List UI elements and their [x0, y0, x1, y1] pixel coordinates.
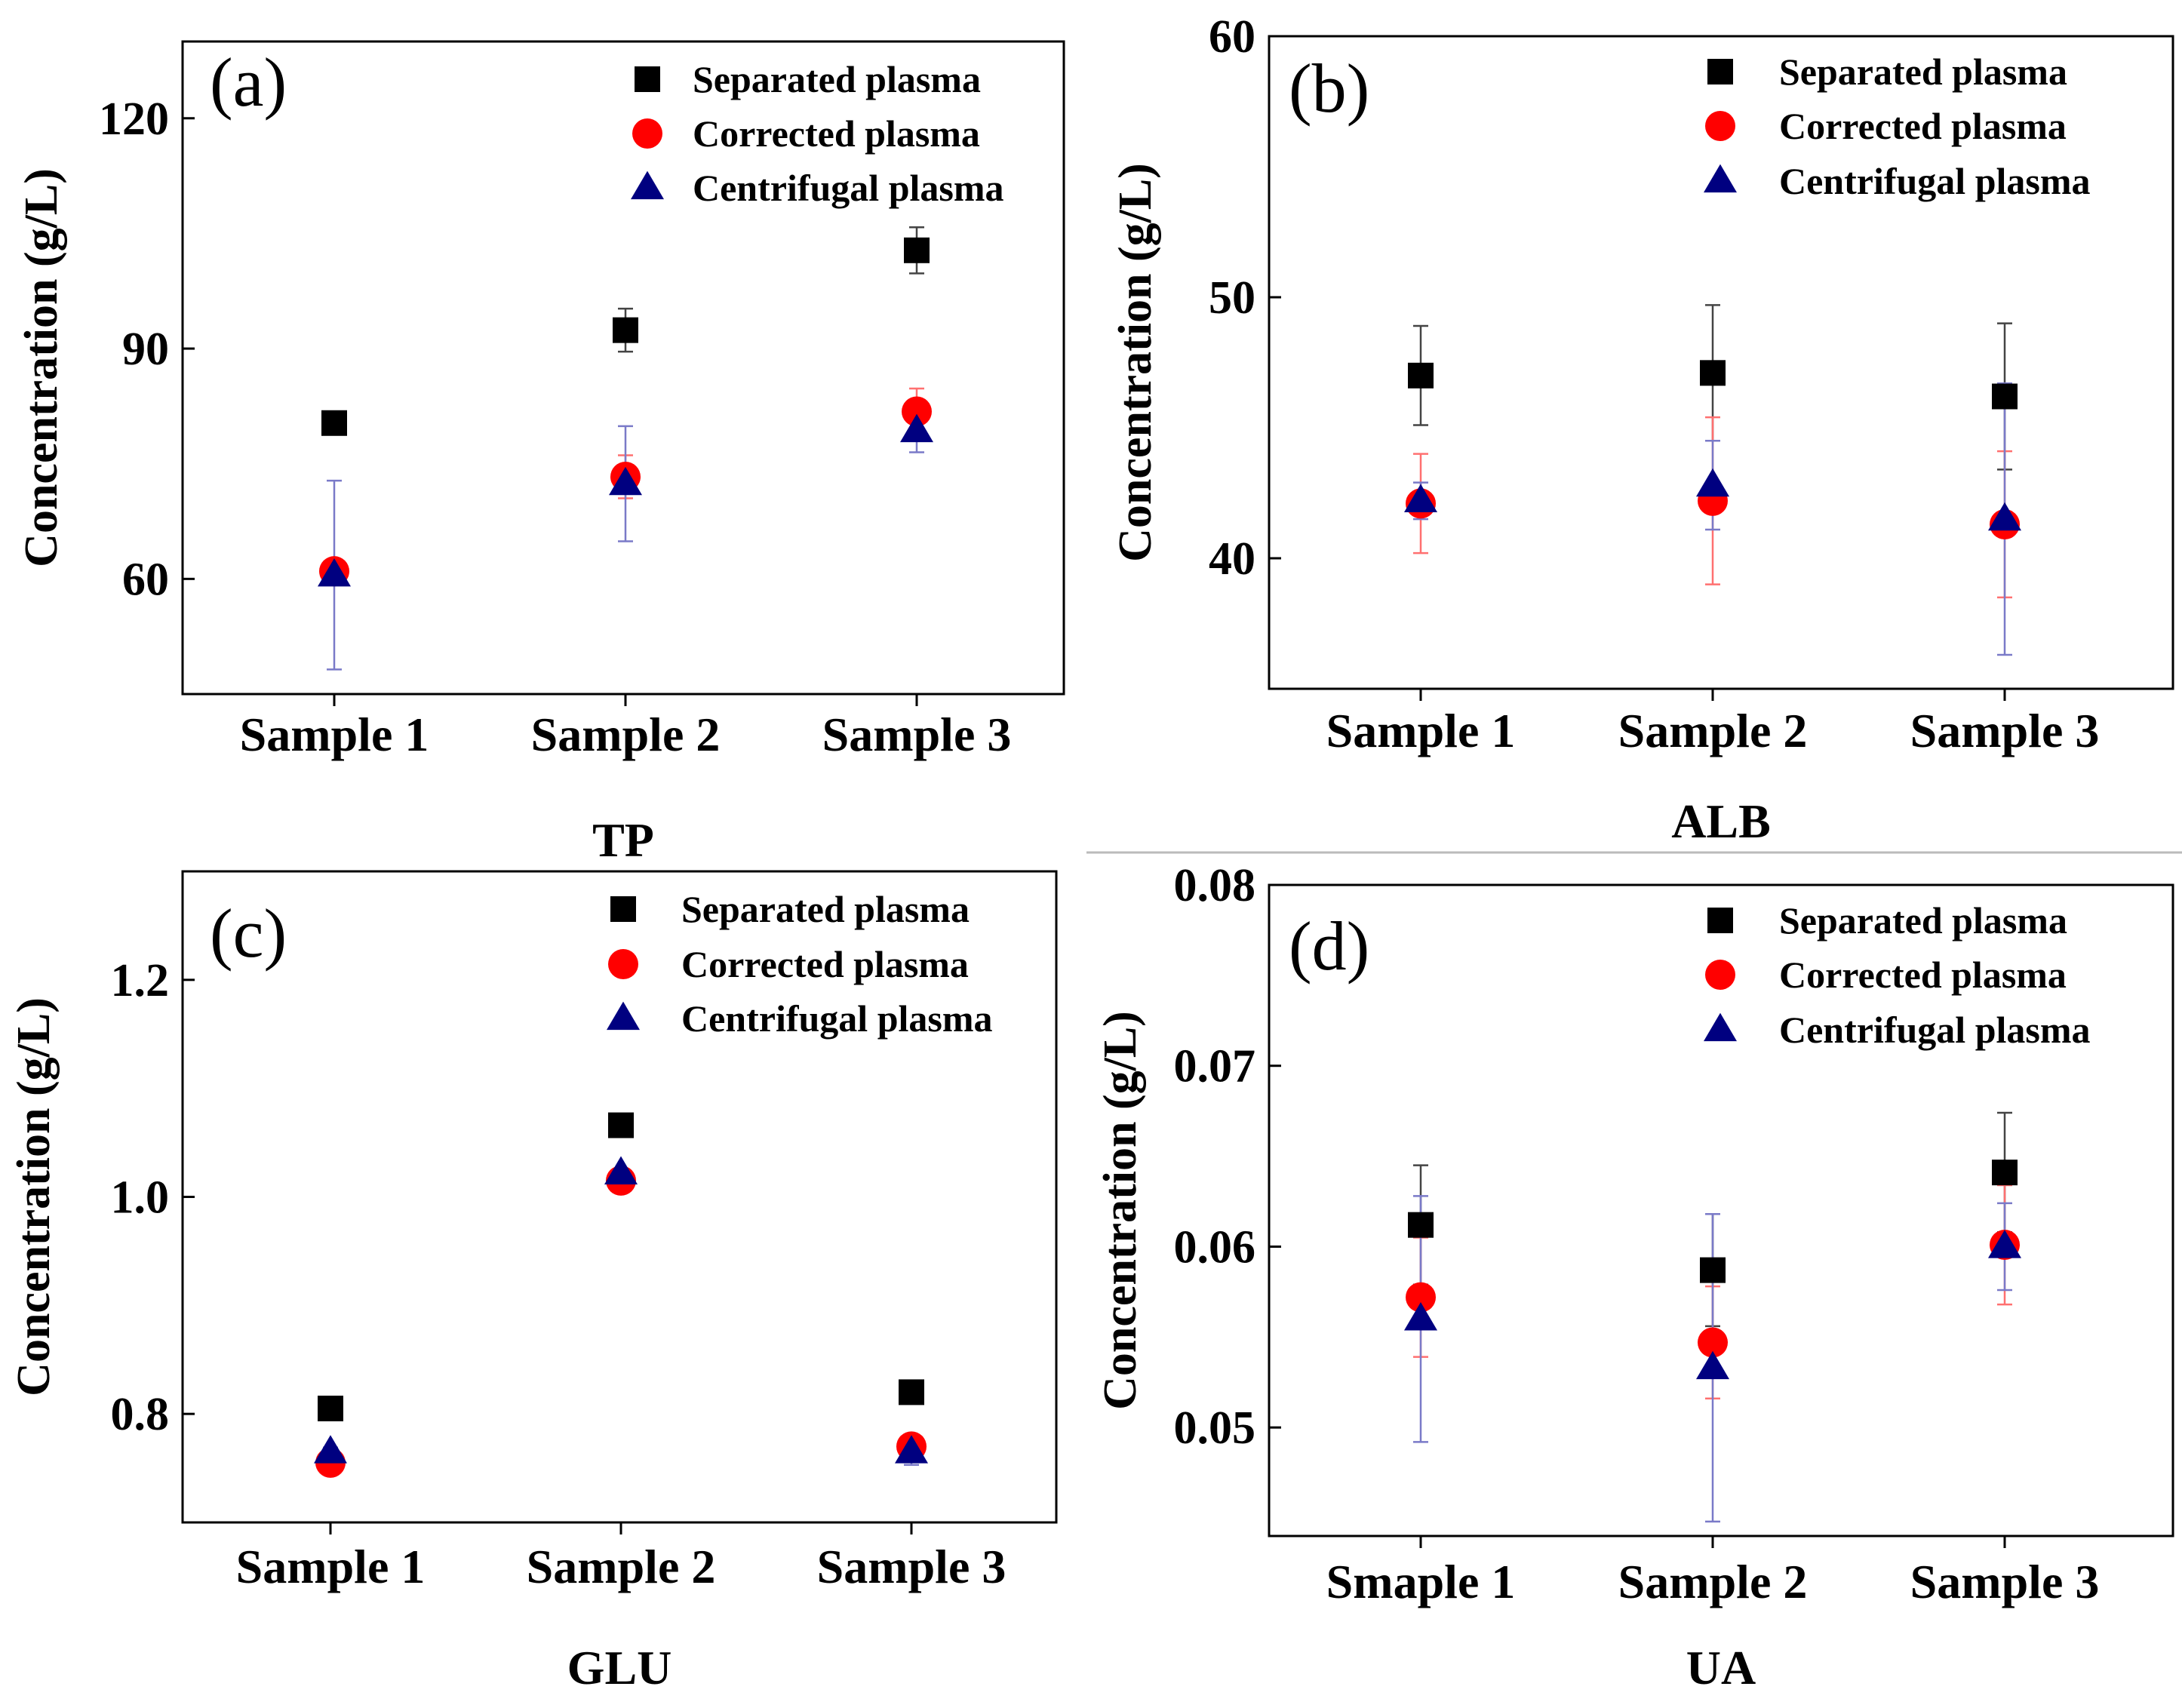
- panel-label: (a): [210, 44, 287, 121]
- data-point-circle: [902, 396, 932, 427]
- legend-label: Corrected plasma: [1779, 105, 2067, 147]
- legend-marker-circle: [1705, 960, 1735, 990]
- legend-marker-square: [1707, 59, 1733, 84]
- x-category-label: Sample 2: [1618, 704, 1808, 757]
- data-point-square: [899, 1379, 924, 1405]
- legend-marker-square: [1707, 908, 1733, 933]
- x-category-label: Sample 3: [817, 1540, 1006, 1593]
- legend-marker-triangle: [1704, 164, 1737, 193]
- x-category-label: Sample 1: [1326, 704, 1516, 757]
- data-point-triangle: [1988, 502, 2021, 531]
- legend-marker-triangle: [1704, 1012, 1737, 1042]
- legend-label: Separated plasma: [1779, 51, 2067, 93]
- y-tick-label: 40: [1209, 533, 1255, 585]
- y-tick-label: 60: [122, 554, 169, 605]
- data-point-triangle: [318, 558, 351, 587]
- panel-b: 40 50 60 Sample 1 Sample 2 Sample 3 (b) Concent…: [1110, 11, 2174, 848]
- y-tick-label: 0.05: [1174, 1402, 1256, 1454]
- y-tick-label: 1.0: [111, 1172, 170, 1224]
- data-point-square: [1700, 360, 1726, 386]
- data-point-triangle: [604, 1156, 638, 1184]
- data-point-circle: [1406, 1282, 1436, 1313]
- legend-marker-circle: [608, 949, 638, 979]
- panel-label: (c): [210, 895, 287, 972]
- legend-marker-triangle: [631, 170, 664, 200]
- data-point-square: [1408, 1212, 1434, 1238]
- legend-label: Corrected plasma: [1779, 954, 2067, 996]
- panel-label: (d): [1289, 908, 1369, 985]
- x-axis-title: TP: [592, 813, 654, 867]
- legend-marker-triangle: [607, 1001, 640, 1031]
- legend-marker-square: [610, 896, 636, 922]
- legend-label: Corrected plasma: [681, 943, 969, 985]
- data-point-circle: [1698, 1327, 1728, 1358]
- y-tick-label: 0.08: [1174, 860, 1256, 911]
- x-axis-title: GLU: [567, 1641, 672, 1694]
- legend-marker-square: [635, 66, 660, 92]
- legend-label: Centrifugal plasma: [1779, 1009, 2091, 1051]
- data-point-triangle: [1696, 468, 1729, 497]
- x-category-label: Sample 1: [236, 1540, 426, 1593]
- y-axis-title: Concentration (g/L): [8, 997, 60, 1396]
- x-axis-title: ALB: [1671, 794, 1771, 848]
- x-category-label: Sample 2: [527, 1540, 716, 1593]
- data-point-square: [1992, 383, 2018, 410]
- plot-frame: [1268, 35, 2174, 690]
- y-tick-label: 0.06: [1174, 1221, 1256, 1273]
- data-point-triangle: [1404, 1302, 1437, 1331]
- data-point-triangle: [900, 413, 933, 443]
- data-point-triangle: [1696, 1350, 1729, 1380]
- x-category-label: Sample 3: [822, 708, 1012, 761]
- legend-label: Corrected plasma: [693, 112, 980, 155]
- y-tick-label: 60: [1209, 11, 1255, 63]
- data-point-square: [613, 317, 638, 343]
- x-category-label: Sample 2: [531, 708, 721, 761]
- x-category-label: Smaple 1: [1326, 1555, 1516, 1608]
- x-category-label: Sample 3: [1910, 1555, 2100, 1608]
- legend-marker-circle: [1705, 111, 1735, 141]
- panel-c: 0.8 1.0 1.2 Sample 1 Sample 2 Sample 3 (c) Conc…: [8, 870, 1058, 1694]
- panel-label: (b): [1289, 50, 1369, 127]
- legend-marker-circle: [632, 118, 662, 149]
- y-axis-title: Concentration (g/L): [1095, 1011, 1146, 1410]
- y-tick-label: 120: [99, 94, 169, 145]
- y-tick-label: 0.07: [1174, 1041, 1256, 1092]
- panel-a: 60 90 120 Sample 1 Sample 2 Sample 3 (a) Concen…: [16, 40, 1065, 867]
- legend-label: Separated plasma: [1779, 899, 2067, 942]
- x-category-label: Sample 2: [1618, 1555, 1808, 1608]
- data-point-triangle: [895, 1435, 928, 1464]
- x-axis-title: UA: [1686, 1641, 1756, 1694]
- y-tick-label: 50: [1209, 272, 1255, 324]
- y-axis-title: Concentration (g/L): [16, 168, 67, 567]
- y-tick-label: 1.2: [111, 955, 170, 1006]
- legend-label: Centrifugal plasma: [693, 167, 1004, 209]
- legend-label: Separated plasma: [693, 58, 981, 100]
- y-tick-label: 0.8: [111, 1389, 170, 1440]
- data-point-square: [321, 410, 347, 436]
- x-category-label: Sample 1: [240, 708, 429, 761]
- data-point-square: [1992, 1160, 2018, 1186]
- data-point-triangle: [1404, 484, 1437, 512]
- panel-d: 0.05 0.06 0.07 0.08 Smaple 1 Sample 2 Sample 3…: [1095, 860, 2174, 1694]
- legend-label: Centrifugal plasma: [681, 997, 993, 1040]
- data-point-square: [904, 237, 930, 263]
- plot-frame: [1268, 883, 2174, 1538]
- data-point-triangle: [1988, 1230, 2021, 1258]
- data-point-triangle: [314, 1435, 347, 1464]
- data-point-square: [318, 1395, 343, 1421]
- legend-label: Centrifugal plasma: [1779, 160, 2091, 202]
- data-point-triangle: [609, 466, 642, 496]
- data-point-square: [1408, 362, 1434, 389]
- y-axis-title: Concentration (g/L): [1110, 163, 1161, 562]
- legend-label: Separated plasma: [681, 888, 970, 930]
- y-tick-label: 90: [122, 324, 169, 375]
- plot-frame: [181, 40, 1065, 696]
- data-point-square: [608, 1112, 634, 1138]
- data-point-square: [1700, 1257, 1726, 1283]
- x-category-label: Sample 3: [1910, 704, 2100, 757]
